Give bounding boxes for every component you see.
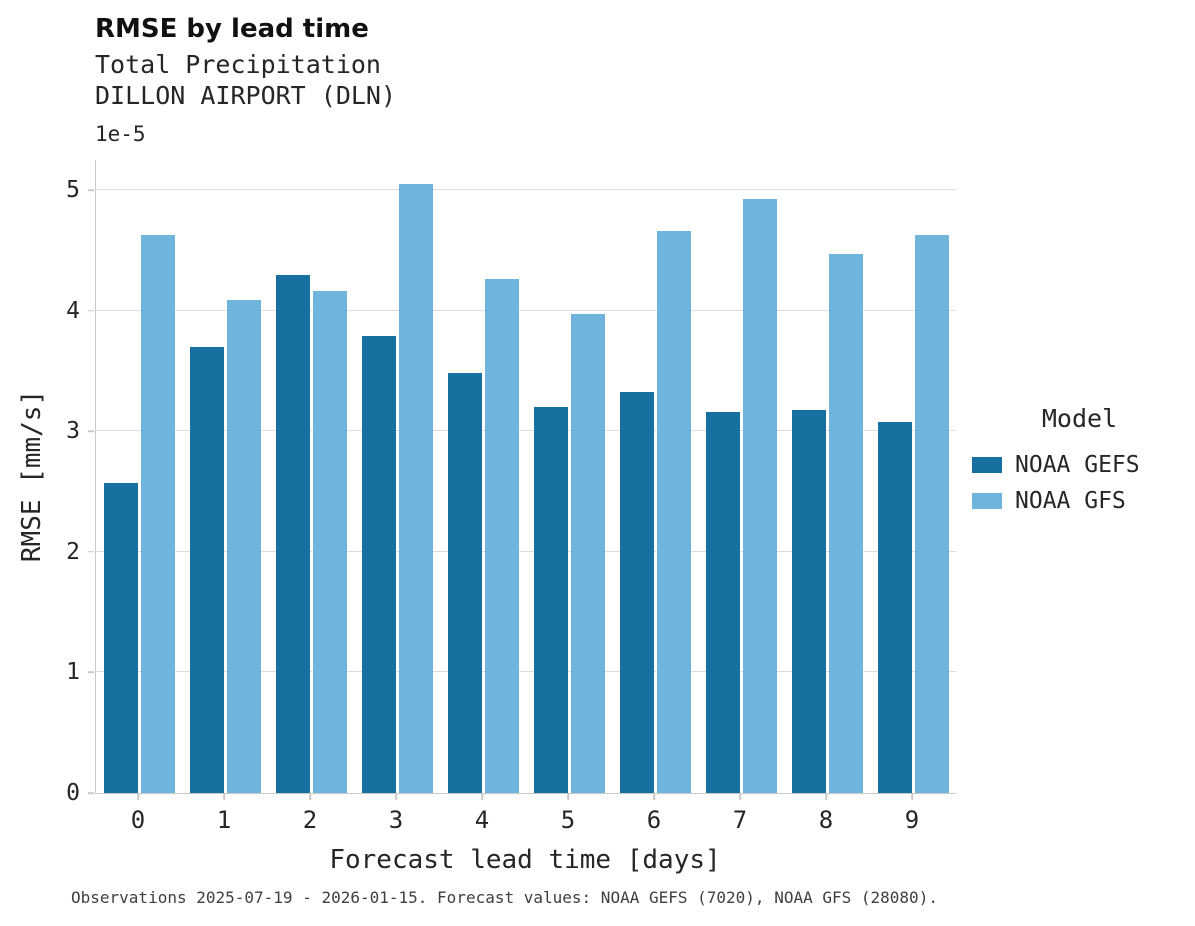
bar-noaa-gefs-lead-4 xyxy=(447,373,482,793)
y-tick-label-3: 3 xyxy=(66,418,80,445)
x-tick-label-9: 9 xyxy=(904,806,920,834)
legend-item-noaa-gefs: NOAA GEFS xyxy=(972,447,1187,483)
x-tick-mark xyxy=(309,794,311,800)
bar-noaa-gefs-lead-0 xyxy=(103,483,138,793)
bar-noaa-gefs-lead-5 xyxy=(533,407,568,793)
chart-subtitle-variable: Total Precipitation xyxy=(95,50,381,79)
y-tick-mark xyxy=(88,430,94,433)
bar-noaa-gfs-lead-8 xyxy=(828,254,863,793)
x-tick-mark xyxy=(567,794,569,800)
gridline-y1 xyxy=(96,671,956,673)
legend-item-noaa-gfs: NOAA GFS xyxy=(972,483,1187,519)
x-tick-mark xyxy=(137,794,139,800)
y-axis-label: RMSE [mm/s] xyxy=(17,389,47,563)
bar-noaa-gfs-lead-4 xyxy=(484,279,519,793)
legend-swatch-noaa-gefs xyxy=(972,457,1002,473)
y-tick-mark xyxy=(88,309,94,312)
bar-noaa-gfs-lead-5 xyxy=(570,314,605,793)
bar-noaa-gfs-lead-7 xyxy=(742,198,777,793)
bar-noaa-gefs-lead-8 xyxy=(791,409,826,793)
x-tick-mark xyxy=(911,794,913,800)
x-tick-label-2: 2 xyxy=(302,806,318,834)
plot-area xyxy=(95,160,956,794)
gridline-y3 xyxy=(96,430,956,432)
x-tick-label-1: 1 xyxy=(216,806,232,834)
x-tick-mark xyxy=(825,794,827,800)
y-tick-mark xyxy=(88,671,94,674)
legend-swatch-noaa-gfs xyxy=(972,493,1002,509)
gridline-y4 xyxy=(96,309,956,311)
x-axis-label: Forecast lead time [days] xyxy=(329,845,721,875)
y-tick-label-2: 2 xyxy=(66,538,80,565)
bar-noaa-gfs-lead-6 xyxy=(656,231,691,793)
y-tick-label-5: 5 xyxy=(66,177,80,204)
x-tick-mark xyxy=(223,794,225,800)
gridline-y5 xyxy=(96,189,956,191)
y-tick-mark xyxy=(88,189,94,191)
x-tick-label-7: 7 xyxy=(732,806,748,834)
chart-subtitle-station: DILLON AIRPORT (DLN) xyxy=(95,81,397,110)
bar-noaa-gefs-lead-3 xyxy=(361,336,396,793)
x-tick-label-8: 8 xyxy=(818,806,834,834)
bar-noaa-gefs-lead-9 xyxy=(877,421,912,793)
bar-noaa-gfs-lead-3 xyxy=(398,184,433,793)
bar-noaa-gfs-lead-2 xyxy=(312,291,347,793)
y-tick-mark xyxy=(88,792,94,794)
chart-title: RMSE by lead time xyxy=(95,14,369,44)
caption: Observations 2025-07-19 - 2026-01-15. Fo… xyxy=(71,888,938,907)
legend-title: Model xyxy=(1041,404,1118,433)
x-tick-label-0: 0 xyxy=(130,806,146,834)
x-tick-mark xyxy=(739,794,741,800)
bar-noaa-gefs-lead-7 xyxy=(705,412,740,793)
bar-noaa-gfs-lead-1 xyxy=(226,299,261,793)
bar-noaa-gfs-lead-0 xyxy=(140,234,175,793)
legend-label-noaa-gfs: NOAA GFS xyxy=(1015,488,1126,514)
legend: Model NOAA GEFS NOAA GFS xyxy=(972,404,1187,519)
y-tick-label-1: 1 xyxy=(66,659,80,686)
bar-noaa-gefs-lead-1 xyxy=(189,346,224,793)
x-tick-mark xyxy=(653,794,655,800)
x-tick-label-6: 6 xyxy=(646,806,662,834)
gridline-y2 xyxy=(96,550,956,552)
bar-noaa-gefs-lead-6 xyxy=(619,391,654,793)
y-tick-label-4: 4 xyxy=(66,297,80,324)
y-tick-mark xyxy=(88,551,94,553)
bar-noaa-gfs-lead-9 xyxy=(914,234,949,793)
x-tick-mark xyxy=(481,794,483,800)
y-axis-scale-label: 1e-5 xyxy=(95,122,146,146)
bar-noaa-gefs-lead-2 xyxy=(275,274,310,793)
y-tick-label-0: 0 xyxy=(66,780,80,806)
legend-label-noaa-gefs: NOAA GEFS xyxy=(1015,452,1140,478)
x-tick-label-3: 3 xyxy=(388,806,404,834)
x-tick-mark xyxy=(395,794,397,800)
x-tick-label-5: 5 xyxy=(560,806,576,834)
x-tick-label-4: 4 xyxy=(474,806,490,834)
